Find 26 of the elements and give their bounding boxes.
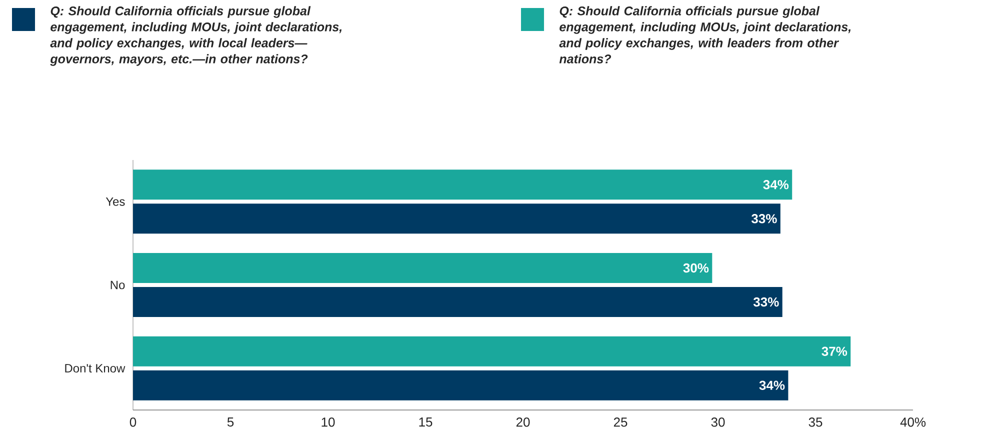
x-tick-label: 30 (711, 418, 725, 427)
data-label: 34% (759, 380, 785, 390)
bar (133, 370, 788, 400)
bar (133, 253, 712, 284)
x-tick-label: 35 (808, 418, 822, 427)
bar (133, 204, 780, 234)
x-tick-label: 40% (900, 418, 926, 427)
data-label: 30% (683, 263, 709, 273)
data-label: 37% (822, 346, 848, 356)
legend-label: Q: Should California officials pursue global engagement, including MOUs, joint declarations, and policy exchanges, with local leaders—governors, mayors, etc.—in other nations? (50, 6, 342, 66)
x-tick-label: 25 (614, 418, 628, 427)
x-tick-label: 10 (322, 418, 335, 427)
x-tick-label: 20 (516, 418, 530, 427)
bar (133, 336, 851, 366)
y-tick-label: Don't Know (65, 364, 126, 373)
x-tick-label: 0 (130, 418, 136, 427)
data-label: 33% (751, 214, 777, 224)
data-label: 34% (763, 180, 789, 190)
bar (133, 287, 782, 317)
x-tick-label: 15 (419, 418, 432, 427)
data-label: 33% (753, 297, 779, 307)
bar (133, 170, 792, 200)
x-tick-label: 5 (227, 418, 234, 427)
y-tick-label: Yes (106, 197, 125, 206)
y-tick-label: No (110, 280, 125, 290)
legend-label: Q: Should California officials pursue global engagement, including MOUs, joint declarations, and policy exchanges, with leaders from other nations? (559, 6, 851, 64)
